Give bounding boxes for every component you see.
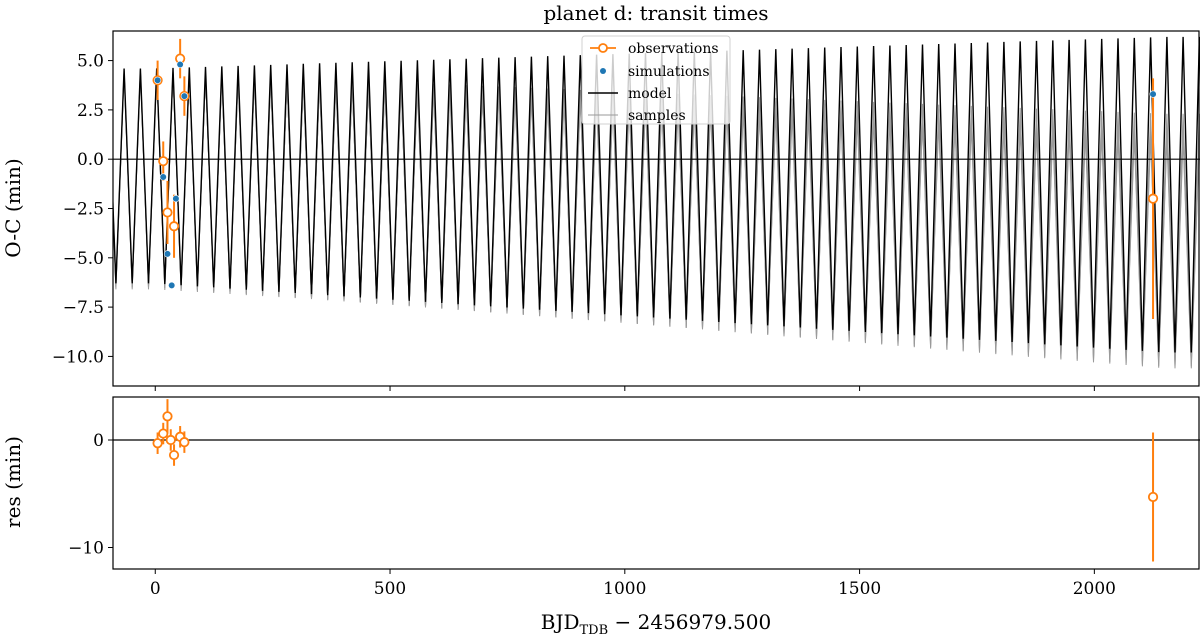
oc-y-axis-label: O-C (min) xyxy=(1,158,25,257)
observation-point xyxy=(1147,193,1159,204)
res-x-axis: 0 500 1000 1500 2000 xyxy=(150,569,1116,599)
res-y-axis: 0 −10 xyxy=(68,431,113,559)
x-tick-label: 500 xyxy=(374,579,406,599)
simulation-point xyxy=(180,92,188,100)
simulation-point xyxy=(163,250,172,258)
simulation-point xyxy=(168,281,176,290)
simulation-point xyxy=(159,173,167,181)
y-tick-label: 2.5 xyxy=(77,101,104,121)
y-tick-label: 0 xyxy=(93,431,104,451)
x-axis-label: BJDTDB − 2456979.500 xyxy=(541,610,771,637)
x-tick-label: 0 xyxy=(150,579,161,599)
legend: observations simulations model samples xyxy=(581,35,731,125)
x-tick-label: 1500 xyxy=(838,579,881,599)
legend-model-label: model xyxy=(628,86,672,102)
legend-simulations-marker xyxy=(600,68,606,74)
legend-samples-label: samples xyxy=(628,108,686,124)
residual-point xyxy=(165,434,176,446)
observation-point xyxy=(158,156,169,167)
y-tick-label: 5.0 xyxy=(77,52,104,72)
oc-plot-frame xyxy=(112,30,1200,387)
res-panel: 0 −10 0 500 1000 1500 2000 res (min) xyxy=(1,396,1200,599)
simulation-point xyxy=(154,76,162,84)
residuals-series xyxy=(152,399,1159,562)
y-tick-label: −10 xyxy=(68,539,104,559)
oc-y-axis: 5.0 2.5 0.0 −2.5 −5.0 −7.5 −10.0 xyxy=(52,52,113,367)
x-tick-label: 1000 xyxy=(603,579,646,599)
observation-point xyxy=(168,221,180,232)
simulation-point xyxy=(172,195,180,203)
residual-point xyxy=(152,438,163,449)
legend-simulations-label: simulations xyxy=(628,64,710,80)
residual-point xyxy=(1147,491,1159,503)
simulation-point xyxy=(1149,90,1157,98)
residual-point xyxy=(162,411,173,422)
residual-point xyxy=(179,437,190,448)
legend-box xyxy=(581,35,731,125)
oc-x-ticks xyxy=(154,386,1095,391)
res-y-axis-label: res (min) xyxy=(1,436,25,528)
y-tick-label: 0.0 xyxy=(77,150,104,170)
y-tick-label: −5.0 xyxy=(63,249,104,269)
legend-observations-label: observations xyxy=(628,41,719,57)
chart-title: planet d: transit times xyxy=(543,1,768,25)
y-tick-label: −7.5 xyxy=(63,298,104,318)
residual-point xyxy=(158,428,169,439)
res-plot-frame xyxy=(112,396,1200,570)
legend-observations-marker xyxy=(598,43,608,53)
simulations-series xyxy=(154,60,1157,290)
residual-point xyxy=(168,449,180,461)
simulation-point xyxy=(176,60,184,69)
y-tick-label: −2.5 xyxy=(63,200,104,220)
observation-point xyxy=(162,207,173,218)
x-tick-label: 2000 xyxy=(1073,579,1116,599)
y-tick-label: −10.0 xyxy=(52,347,104,367)
